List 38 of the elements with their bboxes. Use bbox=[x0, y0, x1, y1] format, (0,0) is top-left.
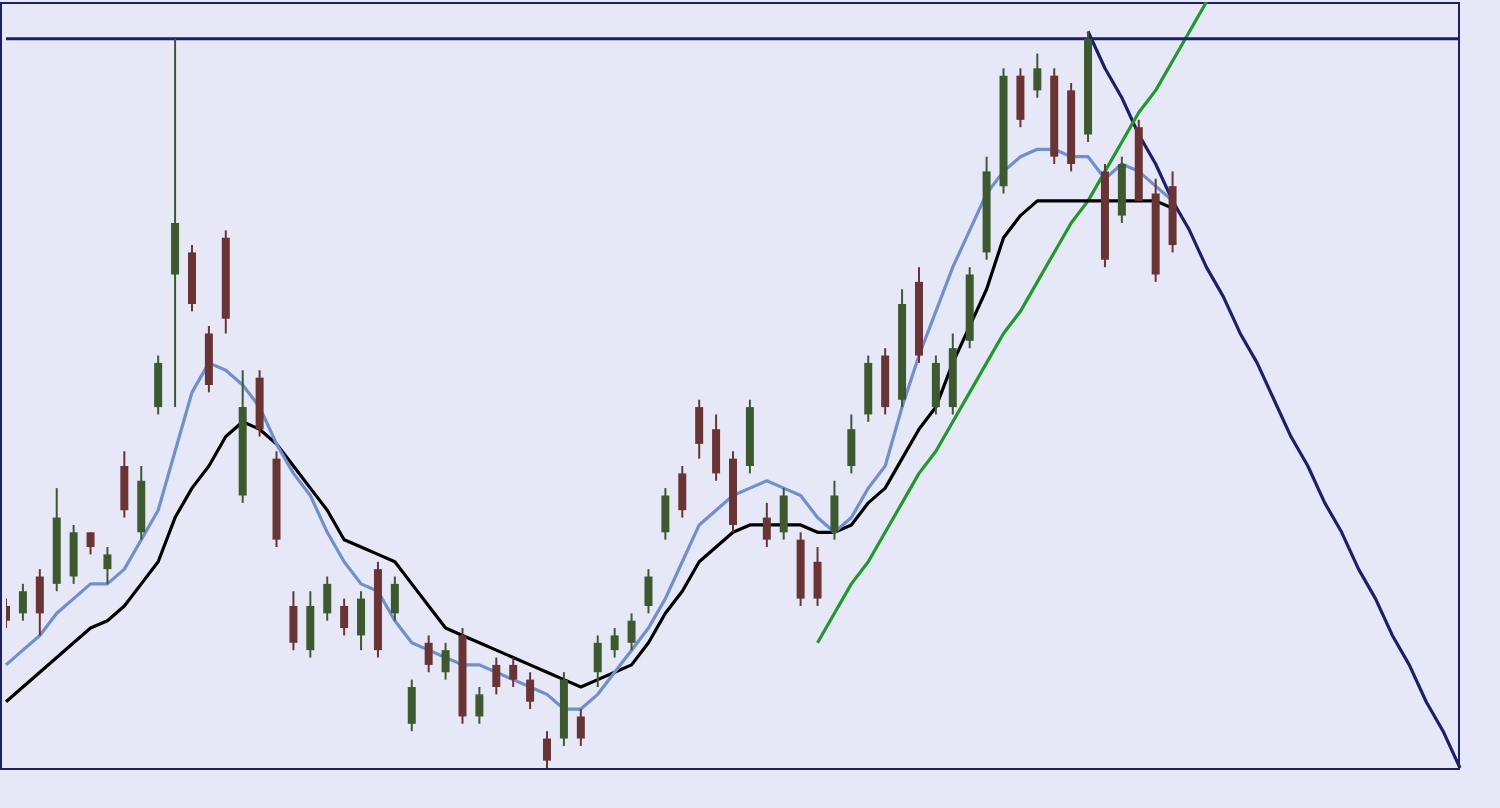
candlestick bbox=[813, 546, 822, 607]
candlestick bbox=[441, 641, 450, 681]
candlestick bbox=[678, 465, 687, 519]
candlestick bbox=[543, 730, 552, 768]
candlestick bbox=[492, 656, 501, 696]
candlestick bbox=[931, 354, 940, 416]
candlestick bbox=[424, 634, 433, 674]
candlestick bbox=[407, 678, 416, 733]
candlestick bbox=[610, 627, 619, 659]
candlestick bbox=[593, 634, 602, 688]
candlestick bbox=[475, 685, 484, 725]
candlestick bbox=[627, 612, 636, 652]
candlestick bbox=[69, 523, 78, 585]
candlestick bbox=[779, 487, 788, 541]
candlestick bbox=[1033, 52, 1042, 99]
candlestick bbox=[323, 575, 332, 622]
candlestick bbox=[644, 568, 653, 615]
candlestick bbox=[661, 487, 670, 541]
candlestick bbox=[576, 708, 585, 747]
candlestick bbox=[390, 575, 399, 622]
candlestick bbox=[340, 597, 349, 637]
candlestick bbox=[289, 590, 298, 652]
candlestick bbox=[103, 546, 112, 585]
candlestick bbox=[1016, 67, 1025, 129]
candlestick bbox=[762, 501, 771, 549]
candlestick bbox=[712, 413, 721, 482]
candlestick bbox=[306, 590, 315, 659]
candlestick bbox=[120, 450, 129, 519]
candlestick bbox=[35, 568, 44, 637]
candlestick bbox=[86, 531, 95, 556]
candlestick bbox=[357, 590, 366, 652]
candlestick bbox=[154, 354, 163, 416]
candlestick bbox=[509, 656, 518, 688]
candlestick bbox=[830, 479, 839, 541]
candlestick bbox=[847, 413, 856, 475]
candlestick bbox=[695, 398, 704, 460]
candlestick bbox=[18, 582, 27, 622]
candlestick bbox=[526, 671, 535, 711]
